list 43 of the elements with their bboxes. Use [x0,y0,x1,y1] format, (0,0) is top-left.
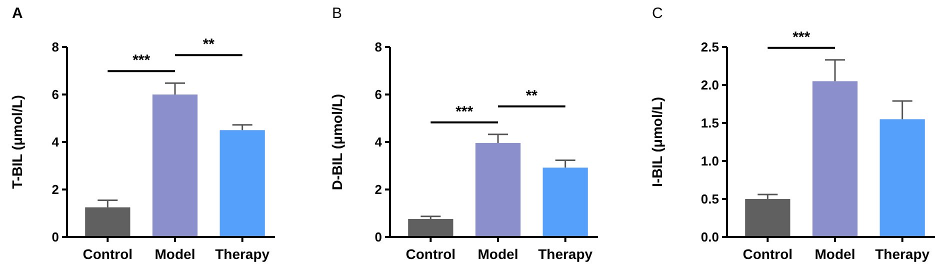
y-tick-label: 2.5 [700,40,719,55]
y-tick-label: 8 [374,40,382,55]
y-tick-label: 0 [374,230,382,245]
bar [220,130,265,237]
x-tick-label: Therapy [875,246,930,262]
bar [408,218,454,237]
y-tick-label: 2.0 [700,78,719,93]
x-tick-label: Therapy [215,246,270,262]
y-axis-title: D-BIL (μmol/L) [329,94,345,190]
bar [152,94,198,237]
x-tick-label: Therapy [538,246,593,262]
y-tick-label: 0 [52,230,59,245]
chart-title: C [652,5,663,22]
x-tick-label: Control [82,246,133,262]
bar [812,81,858,237]
bar [542,168,588,237]
y-tick-label: 1.0 [700,154,719,169]
y-tick-label: 6 [52,87,59,102]
bar [880,119,925,237]
y-tick-label: 0.5 [700,192,719,207]
x-tick-label: Model [814,246,856,262]
annotation: *** [456,103,474,120]
x-tick-label: Control [406,246,456,262]
y-tick-label: 6 [374,87,382,102]
annotation: ** [202,36,215,54]
y-tick-label: 2 [52,182,59,198]
bar [475,142,521,237]
x-tick-label: Control [742,246,793,262]
x-tick-label: Model [154,246,196,262]
y-tick-label: 4 [374,134,383,150]
text: *** [792,28,810,46]
chart-title: B [332,5,342,22]
y-tick-label: 1.5 [700,116,719,131]
chart-title: A [12,5,23,22]
annotation: ** [526,87,538,104]
y-tick-label: 8 [52,40,59,55]
y-axis-title: I-BIL (μmol/L) [649,97,665,187]
annotation: *** [132,52,150,70]
y-tick-label: 2 [374,182,382,198]
y-axis-title: T-BIL (μmol/L) [9,95,25,189]
y-tick-label: 4 [52,134,60,150]
x-tick-label: Model [478,246,518,262]
y-tick-label: 0.0 [700,230,719,245]
